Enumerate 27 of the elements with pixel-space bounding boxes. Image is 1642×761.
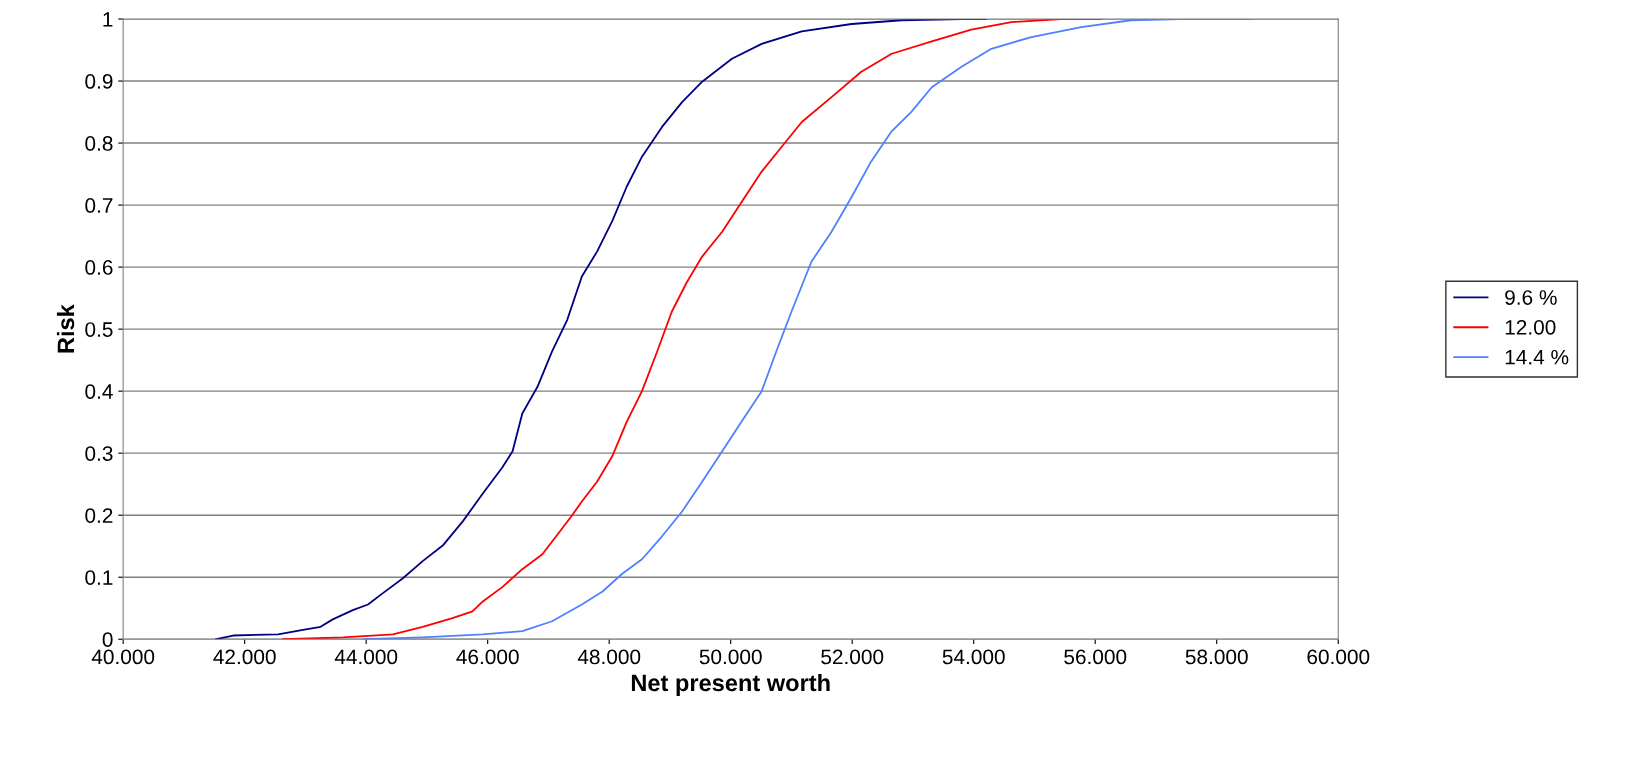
x-tick-label: 46.000 [456, 649, 519, 665]
x-tick-label: 42.000 [213, 649, 276, 665]
y-axis-title: Risk [56, 304, 75, 353]
y-tick-label: 0.3 [85, 446, 113, 461]
x-tick-label: 52.000 [821, 649, 884, 665]
y-tick-label: 0.2 [85, 508, 113, 523]
y-tick-label: 0.9 [85, 74, 113, 89]
x-tick-label: 44.000 [334, 649, 398, 665]
legend-label: 14.4 % [1505, 349, 1569, 365]
x-tick-label: 56.000 [1064, 649, 1127, 665]
x-tick-label: 58.000 [1185, 649, 1248, 665]
y-tick-label: 0.7 [85, 198, 113, 213]
x-tick-label: 40.000 [91, 649, 155, 665]
x-tick-label: 48.000 [577, 649, 641, 665]
x-tick-label: 54.000 [942, 649, 1005, 665]
y-tick-label: 0.4 [85, 384, 113, 399]
x-tick-label: 60.000 [1307, 649, 1370, 665]
y-tick-label: 0.6 [85, 260, 113, 275]
legend-label: 9.6 % [1505, 290, 1557, 305]
y-tick-label: 0.1 [85, 570, 113, 585]
legend-label: 12.00 [1505, 319, 1556, 335]
x-axis-title: Net present worth [631, 673, 830, 696]
y-tick-label: 0.8 [85, 136, 113, 151]
y-tick-label: 0 [102, 632, 113, 647]
y-tick-label: 1 [103, 12, 113, 27]
y-tick-label: 0.5 [85, 322, 113, 337]
x-tick-label: 50.000 [699, 649, 762, 665]
